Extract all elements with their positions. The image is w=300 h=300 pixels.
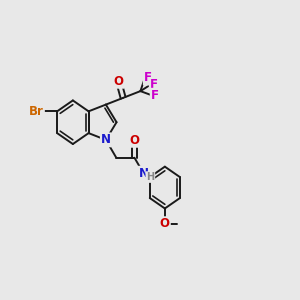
Text: F: F xyxy=(151,89,159,102)
Text: F: F xyxy=(144,71,152,85)
Text: O: O xyxy=(130,134,140,147)
Text: F: F xyxy=(150,78,158,91)
Text: O: O xyxy=(160,217,170,230)
Text: H: H xyxy=(146,172,154,182)
Text: Br: Br xyxy=(29,105,44,118)
Text: N: N xyxy=(101,134,111,146)
Text: O: O xyxy=(114,75,124,88)
Text: N: N xyxy=(139,167,148,180)
